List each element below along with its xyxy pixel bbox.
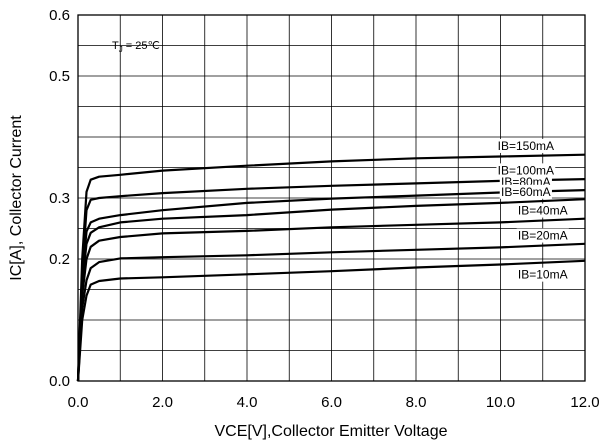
series-labels-layer: IB=150mAIB=100mAIB=80mAIB=60mAIB=40mAIB=… xyxy=(496,138,569,282)
series-line-IB=40mA xyxy=(76,217,586,382)
x-tick-label: 8.0 xyxy=(406,394,427,411)
annotation-subscript: J xyxy=(119,45,123,54)
x-tick-label: 10.0 xyxy=(486,394,515,411)
x-tick-label: 12.0 xyxy=(570,394,599,411)
y-tick-label: 0.3 xyxy=(49,190,70,207)
series-label-bg xyxy=(499,184,552,199)
x-tick-label: 0.0 xyxy=(68,394,89,411)
series-line-IB=10mA xyxy=(76,259,586,382)
series-line-IB=150mA xyxy=(76,153,586,382)
y-tick-label: 0.0 xyxy=(49,373,70,390)
series-layer xyxy=(76,153,586,382)
series-label: IB=60mA xyxy=(501,185,551,199)
series-label: IB=100mA xyxy=(498,163,554,177)
ticks: 0.0 2.0 4.0 6.0 8.0 10.0 12.0 0.0 0.2 0.3 0.5 0.6 xyxy=(49,7,599,411)
series-line-IB=60mA xyxy=(76,198,586,382)
series-label-bg xyxy=(496,138,556,153)
series-label-bg xyxy=(516,203,569,218)
series-label: IB=150mA xyxy=(498,139,554,153)
x-axis-title: VCE[V],Collector Emitter Voltage xyxy=(215,423,448,440)
y-axis-title: IC[A], Collector Current xyxy=(8,115,25,281)
y-tick-label: 0.5 xyxy=(49,68,70,85)
x-tick-label: 6.0 xyxy=(321,394,342,411)
series-label: IB=10mA xyxy=(518,268,568,282)
annotation-temperature: TJ = 25℃ xyxy=(112,40,160,54)
annotation-main: T xyxy=(112,40,119,52)
series-line-IB=80mA xyxy=(76,189,586,382)
series-label-bg xyxy=(516,267,569,282)
series-label-bg xyxy=(516,228,569,243)
series-label-bg xyxy=(496,163,556,178)
plot-frame xyxy=(77,14,586,382)
y-tick-label: 0.2 xyxy=(49,251,70,268)
series-line-IB=20mA xyxy=(76,242,586,382)
y-tick-label: 0.6 xyxy=(49,7,70,24)
series-line-IB=100mA xyxy=(76,178,586,382)
series-label: IB=20mA xyxy=(518,229,568,243)
series-label: IB=40mA xyxy=(518,204,568,218)
x-tick-label: 4.0 xyxy=(237,394,258,411)
annotation-suffix: = 25℃ xyxy=(123,40,160,52)
x-tick-label: 2.0 xyxy=(152,394,173,411)
